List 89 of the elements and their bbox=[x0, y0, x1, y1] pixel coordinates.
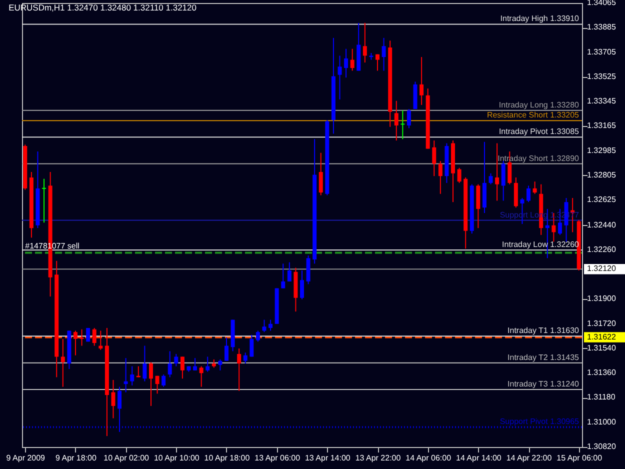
candlestick bbox=[155, 375, 160, 394]
ref-line-label: Intraday Long 1.33280 bbox=[498, 100, 580, 110]
y-tick-label: 1.31360 bbox=[587, 368, 616, 378]
candlestick bbox=[130, 366, 134, 386]
candlestick bbox=[118, 386, 122, 432]
candlestick bbox=[495, 142, 500, 202]
ref-line-label: 1.32120 bbox=[587, 264, 616, 274]
candlestick bbox=[488, 172, 493, 185]
ref-line-label: Intraday T1 1.31630 bbox=[508, 326, 580, 336]
x-tick-label: 10 Apr 18:00 bbox=[204, 454, 250, 462]
x-tick-label: 15 Apr 06:00 bbox=[556, 454, 603, 462]
candlestick bbox=[92, 327, 96, 346]
y-tick-label: 1.33525 bbox=[587, 72, 616, 81]
candlestick bbox=[180, 356, 184, 380]
candlestick bbox=[344, 48, 348, 78]
candlestick bbox=[168, 350, 172, 378]
candlestick bbox=[281, 263, 286, 289]
ref-line-label: Resistance Short 1.33205 bbox=[486, 110, 580, 120]
candlestick bbox=[287, 262, 292, 282]
y-tick-label: 1.31180 bbox=[587, 392, 616, 402]
x-tick-label: 14 Apr 22:00 bbox=[506, 454, 552, 462]
candlestick bbox=[526, 185, 531, 203]
ref-line-label: Intraday Pivot 1.33085 bbox=[498, 127, 580, 136]
x-tick-label: 13 Apr 22:00 bbox=[355, 454, 402, 462]
x-tick-label: 13 Apr 06:00 bbox=[254, 454, 301, 462]
candlestick bbox=[250, 334, 254, 358]
candlestick bbox=[476, 184, 480, 229]
candlestick bbox=[193, 358, 198, 371]
ref-line-label: Intraday T3 1.31240 bbox=[508, 380, 580, 389]
x-tick-label: 14 Apr 06:00 bbox=[406, 454, 452, 462]
candlestick bbox=[338, 55, 342, 100]
y-tick-label: 1.30820 bbox=[587, 442, 616, 451]
x-tick-label: 10 Apr 10:00 bbox=[154, 454, 200, 462]
x-tick-label: 10 Apr 02:00 bbox=[104, 454, 150, 462]
x-tick-label: 9 Apr 2009 bbox=[6, 454, 46, 462]
candlestick bbox=[124, 358, 128, 393]
candlestick bbox=[432, 140, 436, 177]
ref-line-label: Intraday T2 1.31435 bbox=[508, 352, 580, 362]
candlestick bbox=[162, 374, 166, 388]
candlestick bbox=[350, 48, 354, 72]
x-tick-label: 13 Apr 14:00 bbox=[304, 454, 351, 462]
candlestick bbox=[174, 353, 178, 367]
candlestick bbox=[142, 345, 147, 382]
y-tick-label: 1.32260 bbox=[587, 244, 616, 254]
candlestick bbox=[98, 330, 103, 350]
y-tick-label: 1.33345 bbox=[587, 96, 616, 106]
y-tick-label: 1.32985 bbox=[587, 146, 616, 155]
candlestick bbox=[420, 56, 424, 106]
candlestick bbox=[406, 108, 411, 129]
candlestick bbox=[111, 379, 116, 419]
candlestick bbox=[268, 319, 273, 332]
candlestick bbox=[60, 338, 65, 388]
candlestick bbox=[243, 352, 248, 364]
candlestick bbox=[318, 152, 323, 196]
y-tick-label: 1.32625 bbox=[587, 195, 616, 204]
candlestick bbox=[80, 328, 84, 346]
ref-line-label: 1.31622 bbox=[587, 332, 616, 342]
candlestick bbox=[514, 176, 518, 208]
ref-line-label: Support Pivot 1.30965 bbox=[500, 417, 580, 426]
candlestick bbox=[256, 330, 260, 342]
candlestick bbox=[224, 337, 228, 362]
candlestick bbox=[362, 22, 367, 64]
candlestick bbox=[457, 167, 462, 184]
y-tick-label: 1.31720 bbox=[587, 318, 616, 328]
candlestick bbox=[438, 160, 442, 194]
candlestick bbox=[199, 366, 204, 388]
y-tick-label: 1.33885 bbox=[587, 22, 616, 32]
x-tick-label: 14 Apr 14:00 bbox=[456, 454, 502, 462]
candlestick bbox=[306, 254, 310, 285]
candlestick bbox=[382, 37, 386, 72]
y-tick-label: 1.33165 bbox=[587, 121, 616, 130]
candlestick bbox=[394, 100, 398, 142]
y-tick-label: 1.31540 bbox=[587, 343, 616, 352]
candlestick bbox=[148, 362, 153, 406]
y-tick-label: 1.33705 bbox=[587, 47, 616, 56]
candlestick bbox=[206, 356, 210, 372]
candlestick bbox=[237, 348, 242, 392]
y-tick-label: 1.31900 bbox=[587, 294, 616, 304]
x-tick-label: 9 Apr 18:00 bbox=[56, 454, 97, 462]
candlestick bbox=[376, 54, 380, 72]
candlestick bbox=[300, 270, 304, 300]
ref-line-label: Intraday High 1.33910 bbox=[500, 14, 580, 24]
candlestick bbox=[218, 358, 222, 371]
y-tick-label: 1.32440 bbox=[587, 220, 616, 230]
candlestick bbox=[73, 330, 78, 356]
candlestick bbox=[262, 319, 266, 333]
candlestick bbox=[532, 181, 537, 194]
y-tick-label: 1.32805 bbox=[587, 170, 616, 180]
y-tick-label: 1.31000 bbox=[587, 417, 616, 426]
